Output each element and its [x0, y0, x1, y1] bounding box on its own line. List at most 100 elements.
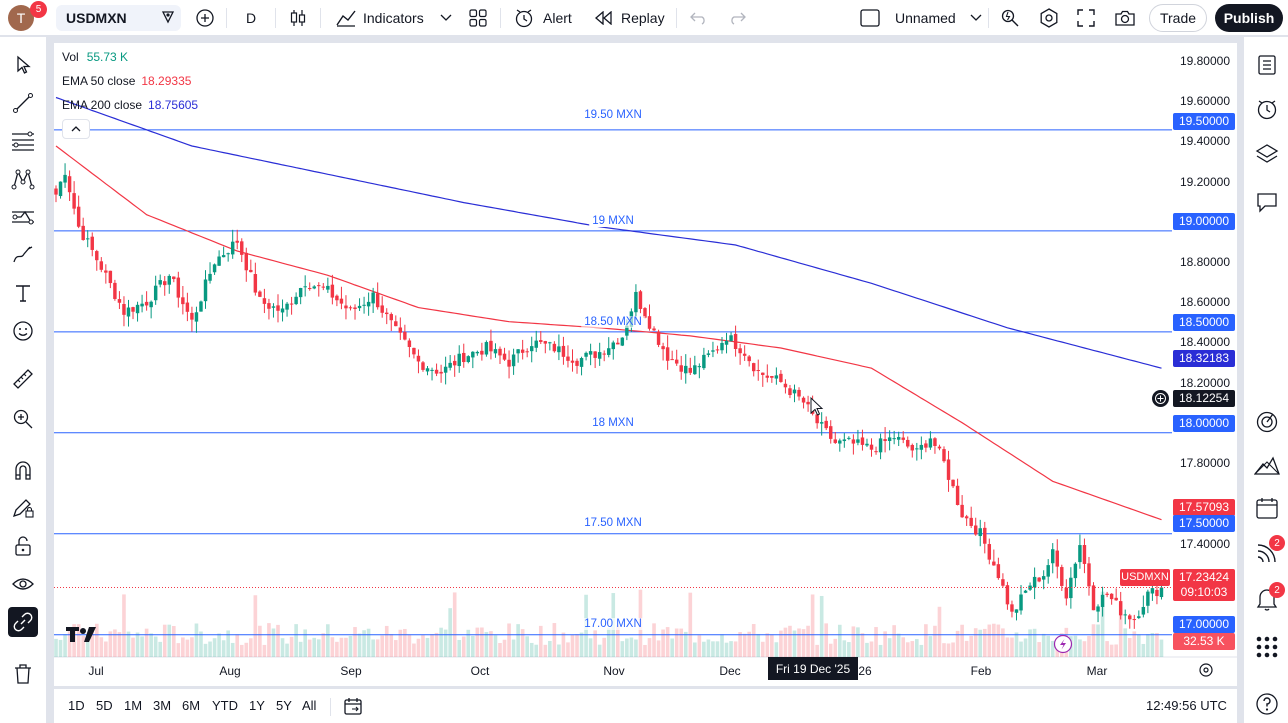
candle	[104, 264, 108, 284]
replay-button[interactable]: Replay	[595, 0, 665, 36]
forecast-icon[interactable]	[8, 202, 38, 232]
candles-icon[interactable]	[288, 0, 308, 36]
price-chart[interactable]	[54, 43, 1237, 686]
symbol-pin-icon[interactable]	[161, 10, 175, 24]
target-icon[interactable]	[1251, 406, 1283, 438]
pattern-icon[interactable]	[8, 164, 38, 194]
range-ytd[interactable]: YTD	[212, 698, 238, 713]
candle-body	[969, 517, 973, 526]
chat-icon[interactable]	[1251, 186, 1283, 218]
indicators-chevron-icon[interactable]	[440, 0, 452, 36]
trendline-icon[interactable]	[8, 88, 38, 118]
quick-search-icon[interactable]	[1000, 0, 1020, 36]
time-label: Sep	[340, 664, 362, 678]
link-icon[interactable]	[8, 607, 38, 637]
volume-bar	[249, 638, 253, 657]
symbol-search[interactable]: USDMXN	[56, 5, 181, 31]
chart-pane[interactable]: Vol 55.73 K EMA 50 close 18.29335 EMA 200 …	[54, 43, 1237, 686]
trade-button[interactable]: Trade	[1149, 4, 1207, 32]
brush-icon[interactable]	[8, 240, 38, 270]
range-6m[interactable]: 6M	[182, 698, 201, 713]
redo-icon[interactable]	[728, 0, 746, 36]
calendar-icon[interactable]	[1251, 492, 1283, 524]
candle-body	[1069, 577, 1073, 599]
candle-body	[738, 348, 742, 354]
range-1m[interactable]: 1M	[124, 698, 143, 713]
event-lightning-icon[interactable]	[1053, 634, 1073, 654]
candle	[108, 270, 113, 289]
candle	[1078, 534, 1082, 569]
ruler-icon[interactable]	[8, 364, 38, 394]
camera-icon[interactable]	[1114, 0, 1136, 36]
broadcast-icon[interactable]	[1251, 537, 1283, 569]
candle	[430, 367, 434, 381]
candle	[312, 285, 316, 290]
range-5y[interactable]: 5Y	[276, 698, 292, 713]
alert-clock-icon[interactable]	[1251, 93, 1283, 125]
volume-bar	[1118, 603, 1123, 657]
time-label: Dec	[719, 664, 741, 678]
candle	[144, 291, 149, 311]
ideas-icon[interactable]	[1251, 449, 1283, 481]
range-1d[interactable]: 1D	[68, 698, 85, 713]
indicators-button[interactable]: Indicators	[336, 0, 424, 36]
volume-bar	[851, 626, 856, 657]
magnet-icon[interactable]	[8, 455, 38, 485]
candle-body	[973, 525, 978, 535]
layout-menu[interactable]: Unnamed	[860, 0, 982, 36]
candle	[489, 329, 493, 360]
candle	[240, 238, 244, 263]
undo-icon[interactable]	[690, 0, 708, 36]
candle	[498, 346, 502, 365]
apps-icon[interactable]	[1251, 631, 1283, 663]
fullscreen-icon[interactable]	[1077, 0, 1095, 36]
candle-body	[181, 297, 185, 305]
settings-gear-icon[interactable]	[1039, 0, 1059, 36]
volume-bar	[167, 624, 172, 657]
cursor-icon[interactable]	[8, 50, 38, 80]
goto-date-icon[interactable]	[343, 696, 363, 721]
range-1y[interactable]: 1Y	[249, 698, 265, 713]
candle-body	[783, 383, 788, 388]
candle	[616, 338, 620, 345]
lock-draw-icon[interactable]	[8, 493, 38, 523]
text-icon[interactable]	[8, 278, 38, 308]
range-all[interactable]: All	[302, 698, 317, 713]
candle-body	[425, 368, 430, 372]
layouts-grid-icon[interactable]	[469, 0, 487, 36]
legend-ema50[interactable]: EMA 50 close 18.29335	[62, 74, 191, 88]
user-avatar[interactable]: T	[8, 5, 34, 31]
trash-icon[interactable]	[8, 659, 38, 689]
range-3m[interactable]: 3M	[153, 698, 172, 713]
lock-icon[interactable]	[8, 531, 38, 561]
price-tick: 17.80000	[1179, 456, 1230, 470]
candle-body	[462, 352, 466, 363]
candle-body	[262, 298, 267, 304]
alert-button[interactable]: Alert	[514, 0, 572, 36]
crosshair-plus-icon[interactable]	[1152, 390, 1169, 407]
emoji-icon[interactable]	[8, 316, 38, 346]
volume-bar	[878, 644, 883, 657]
volume-bar	[738, 632, 742, 657]
fib-icon[interactable]	[8, 126, 38, 156]
candle	[588, 343, 593, 366]
legend-vol[interactable]: Vol 55.73 K	[62, 50, 128, 64]
volume-bar	[1100, 591, 1105, 657]
interval-button[interactable]: D	[246, 0, 256, 36]
compare-plus-icon[interactable]	[194, 0, 216, 36]
eye-icon[interactable]	[8, 569, 38, 599]
legend-ema200[interactable]: EMA 200 close 18.75605	[62, 98, 198, 112]
zoom-icon[interactable]	[8, 404, 38, 434]
candle-body	[1064, 587, 1069, 599]
volume-bar	[742, 633, 747, 657]
publish-button[interactable]: Publish	[1215, 4, 1283, 32]
legend-collapse-button[interactable]	[62, 119, 90, 139]
watchlist-icon[interactable]	[1251, 49, 1283, 81]
range-5d[interactable]: 5D	[96, 698, 113, 713]
help-icon[interactable]	[1251, 688, 1283, 720]
axis-settings-icon[interactable]	[1198, 662, 1214, 683]
volume-bar	[683, 631, 688, 657]
layers-icon[interactable]	[1251, 138, 1283, 170]
utc-clock[interactable]: 12:49:56 UTC	[1146, 698, 1227, 713]
alert-label: Alert	[543, 10, 572, 26]
